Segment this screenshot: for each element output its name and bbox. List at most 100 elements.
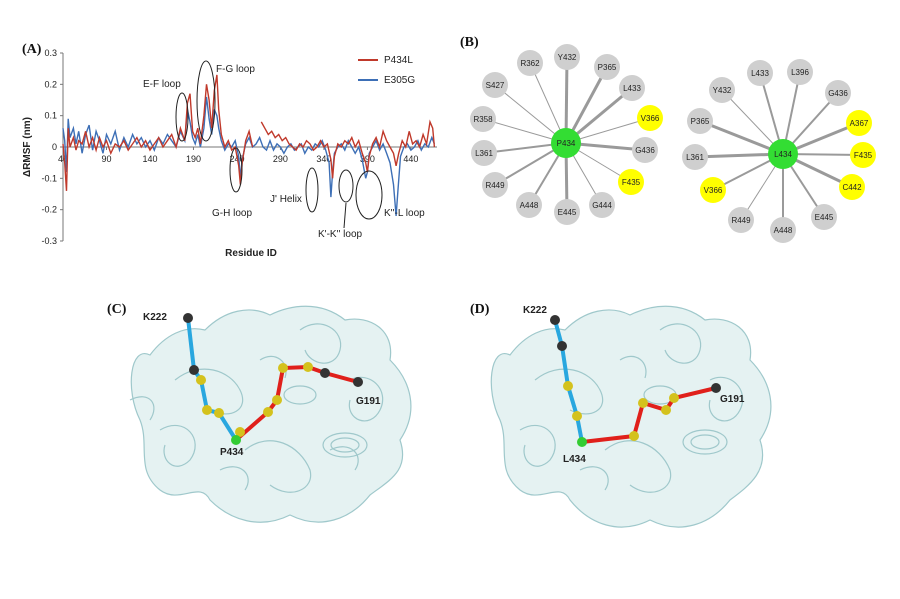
panel-d-label: (D) — [470, 302, 490, 317]
node-label-l396: L396 — [791, 68, 809, 77]
node-f435 — [850, 142, 876, 168]
node-yellow-c-4 — [235, 427, 245, 437]
ellipse-kk-loop — [338, 169, 354, 203]
ellipse-fg-loop — [196, 60, 216, 142]
y-tick-label: -0.2 — [41, 205, 57, 215]
node-label-a367: A367 — [850, 119, 869, 128]
node-p365 — [687, 108, 713, 134]
node-black-d-1 — [557, 341, 567, 351]
node-y432 — [554, 44, 580, 70]
node-label-e445: E445 — [558, 208, 577, 217]
annotation-kl-loop: K''-L loop — [384, 208, 425, 219]
path-red-d — [581, 386, 717, 444]
panel-c-label: (C) — [107, 302, 127, 317]
node-label-a448: A448 — [520, 201, 539, 210]
node-g436 — [632, 137, 658, 163]
node-r362 — [517, 50, 543, 76]
annotation-gh-loop: G-H loop — [212, 208, 252, 219]
x-tick-label: 190 — [186, 154, 201, 164]
node-label-y432: Y432 — [558, 53, 577, 62]
node-yellow-d-5 — [661, 405, 671, 415]
node-label-p365: P365 — [691, 117, 710, 126]
series-line-p434l — [62, 74, 254, 191]
node-label-c442: C442 — [842, 183, 862, 192]
y-tick-label: 0.1 — [44, 111, 57, 121]
node-yellow-c-7 — [278, 363, 288, 373]
node-r358 — [470, 106, 496, 132]
label-p434-c: P434 — [220, 447, 244, 458]
protein-ribbon-d — [490, 305, 772, 528]
label-g191-c: G191 — [356, 396, 381, 407]
node-a367 — [846, 110, 872, 136]
x-tick-label: 90 — [101, 154, 111, 164]
node-p434-c — [231, 435, 241, 445]
ellipse-gh-loop — [229, 147, 243, 193]
node-label-r449: R449 — [485, 181, 505, 190]
label-l434-d: L434 — [563, 454, 586, 465]
ellipse-ef-loop — [175, 92, 189, 142]
y-tick-label: 0.3 — [44, 48, 57, 58]
node-label-l433: L433 — [751, 69, 769, 78]
node-v366 — [700, 177, 726, 203]
node-r449 — [482, 172, 508, 198]
node-l433 — [619, 75, 645, 101]
node-center-label: P434 — [557, 139, 576, 148]
y-tick-label: -0.3 — [41, 236, 57, 246]
node-y432 — [709, 77, 735, 103]
arrow-kk-loop — [343, 202, 347, 229]
node-label-f435: F435 — [622, 178, 641, 187]
series-line-p434l — [260, 119, 436, 179]
node-l434-d — [577, 437, 587, 447]
x-tick-label: 390 — [360, 154, 375, 164]
y-tick-label: 0.2 — [44, 79, 57, 89]
x-axis-title: Residue ID — [225, 248, 277, 259]
node-l396 — [787, 59, 813, 85]
label-k222-d: K222 — [523, 305, 547, 316]
node-g444 — [589, 192, 615, 218]
annotation-ef-loop: E-F loop — [143, 79, 181, 90]
node-yellow-d-3 — [629, 431, 639, 441]
node-yellow-c-8 — [303, 362, 313, 372]
y-axis-title: ΔRMSF (nm) — [22, 117, 33, 177]
annotation-j-helix: J' Helix — [270, 194, 302, 205]
node-label-l433: L433 — [623, 84, 641, 93]
node-label-y432: Y432 — [713, 86, 732, 95]
structure-d: K222 L434 G191 — [490, 305, 772, 528]
node-label-g436: G436 — [635, 146, 655, 155]
node-l361 — [682, 144, 708, 170]
node-g191-d — [711, 383, 721, 393]
annotation-kk-loop: K'-K'' loop — [318, 229, 363, 240]
node-l361 — [471, 140, 497, 166]
node-label-l361: L361 — [686, 153, 704, 162]
node-e445 — [554, 199, 580, 225]
node-k222-c — [183, 313, 193, 323]
node-black-c-1 — [189, 365, 199, 375]
node-p365 — [594, 54, 620, 80]
node-center-p434 — [551, 128, 581, 158]
node-yellow-c-6 — [272, 395, 282, 405]
node-label-s427: S427 — [486, 81, 505, 90]
x-tick-label: 440 — [403, 154, 418, 164]
x-tick-label: 290 — [273, 154, 288, 164]
node-label-f435: F435 — [854, 151, 873, 160]
node-r449 — [728, 207, 754, 233]
network-l434: L396 G436 A367 F435 C442 E445 A448 R449 V366 L361… — [682, 59, 876, 243]
node-yellow-d-2 — [572, 411, 582, 421]
node-label-e445: E445 — [815, 213, 834, 222]
node-yellow-c-3 — [214, 408, 224, 418]
structure-c: K222 P434 G191 — [129, 305, 412, 523]
node-label-r358: R358 — [473, 115, 493, 124]
path-blue-c — [186, 317, 238, 442]
label-k222-c: K222 — [143, 312, 167, 323]
x-tick-label: 340 — [316, 154, 331, 164]
x-tick-label: 140 — [142, 154, 157, 164]
series-line-e305g — [62, 96, 436, 216]
ellipse-j-helix — [305, 167, 319, 213]
node-g191-c — [353, 377, 363, 387]
x-tick-label: 40 — [58, 154, 68, 164]
edge-s427 — [494, 84, 567, 144]
node-yellow-c-5 — [263, 407, 273, 417]
node-label-r449: R449 — [731, 216, 751, 225]
node-v366 — [637, 105, 663, 131]
panel-b-label: (B) — [460, 35, 479, 50]
